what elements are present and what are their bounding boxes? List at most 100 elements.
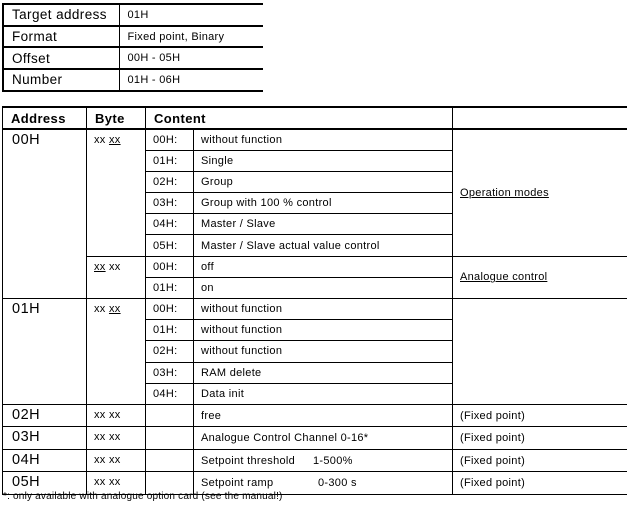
table-row: 05H xx xx Setpoint ramp 0-300 s (Fixed po… (2, 471, 627, 495)
info-value-number: 01H - 06H (118, 68, 263, 92)
byte-cell: xx xx (86, 128, 146, 257)
address-cell-05h: 05H (2, 471, 87, 495)
empty-note-cell (452, 298, 627, 405)
byte-cell: xx xx (86, 255, 146, 300)
code-cell: 05H: (145, 234, 194, 257)
content-cell: off (193, 255, 453, 278)
header-byte: Byte (86, 106, 146, 130)
byte-underline: xx (108, 303, 121, 315)
code-cell: 01H: (145, 276, 194, 300)
content-cell: without function (193, 128, 453, 151)
code-cell: 04H: (145, 213, 194, 236)
table-row: 03H: Group with 100 % control (3, 192, 627, 215)
address-cell-00h: 00H (2, 128, 87, 299)
table-row: 04H xx xx Setpoint threshold 1-500% (Fixe… (2, 448, 627, 473)
table-row: 02H xx xx free (Fixed point) (2, 403, 627, 428)
content-text: Setpoint ramp (201, 477, 274, 490)
code-cell: 02H: (145, 170, 194, 194)
content-cell: Master / Slave actual value control (193, 234, 453, 257)
content-text: Setpoint threshold (201, 454, 296, 467)
code-cell (145, 448, 194, 473)
table-row: 02H: Group (3, 170, 627, 194)
code-cell: 01H: (145, 319, 194, 342)
byte-plain: xx (94, 134, 109, 146)
header-content: Content (145, 106, 453, 130)
content-cell: on (193, 276, 453, 300)
table-row: 02H: without function (3, 340, 627, 363)
info-label-offset: Offset (2, 46, 119, 71)
info-value-format: Fixed point, Binary (118, 24, 263, 49)
byte-cell: xx xx (86, 471, 146, 495)
info-row: Target address 01H (2, 3, 263, 27)
info-value-offset: 00H - 05H (118, 46, 263, 71)
analogue-control-note: Analogue control (452, 255, 627, 300)
content-cell: Group with 100 % control (193, 192, 453, 215)
info-label-target-address: Target address (2, 3, 119, 27)
table-row: 03H xx xx Analogue Control Channel 0-16*… (2, 426, 627, 450)
content-cell: Single (193, 149, 453, 172)
info-value-target-address: 01H (118, 3, 263, 27)
info-table: Target address 01H Format Fixed point, B… (2, 3, 263, 92)
table-row: 04H: Data init (3, 382, 627, 405)
content-cell: Setpoint ramp 0-300 s (193, 471, 453, 495)
code-cell: 00H: (145, 128, 194, 151)
content-cell: free (193, 403, 453, 428)
content-cell: without function (193, 297, 453, 321)
code-cell (145, 426, 194, 450)
content-cell: without function (193, 319, 453, 342)
table-row: 00H xx xx 00H: without function Operatio… (2, 128, 627, 299)
byte-plain: xx (94, 303, 109, 315)
fixed-point-note: (Fixed point) (452, 426, 627, 450)
header-address: Address (2, 106, 87, 130)
byte-underline: xx (108, 134, 121, 146)
footnote: *: only available with analogue option c… (3, 491, 283, 502)
info-label-number: Number (2, 68, 119, 92)
operation-modes-note: Operation modes (452, 128, 627, 257)
byte-cell: xx xx (86, 298, 146, 405)
code-cell: 02H: (145, 340, 194, 363)
info-row: Format Fixed point, Binary (2, 24, 263, 49)
info-row: Offset 00H - 05H (2, 46, 263, 71)
code-cell: 01H: (145, 149, 194, 172)
content-cell: Master / Slave (193, 213, 453, 236)
byte-plain: xx (105, 260, 121, 273)
content-cell: Data init (193, 382, 453, 405)
byte-cell: xx xx (86, 448, 146, 473)
table-row: 01H xx xx 00H: without function (2, 297, 627, 405)
header-row: Address Byte Content (2, 106, 627, 130)
content-range: 1-500% (313, 454, 353, 467)
fixed-point-note: (Fixed point) (452, 448, 627, 473)
fixed-point-note: (Fixed point) (452, 403, 627, 428)
address-cell-02h: 02H (2, 403, 87, 428)
content-cell: Group (193, 170, 453, 194)
header-note (452, 106, 627, 130)
code-cell: 03H: (145, 192, 194, 215)
fixed-point-note: (Fixed point) (452, 471, 627, 495)
code-cell: 00H: (145, 255, 194, 278)
address-cell-01h: 01H (2, 298, 87, 405)
byte-cell: xx xx (86, 403, 146, 428)
content-cell: Analogue Control Channel 0-16* (193, 426, 453, 450)
address-cell-04h: 04H (2, 448, 87, 473)
byte-cell: xx xx (86, 426, 146, 450)
content-range: 0-300 s (318, 477, 357, 490)
content-cell: Setpoint threshold 1-500% (193, 448, 453, 473)
byte-underline: xx (94, 260, 106, 273)
code-cell: 04H: (145, 382, 194, 405)
note-text: Operation modes (460, 186, 549, 199)
table-row: 03H: RAM delete (3, 361, 627, 384)
info-label-format: Format (2, 24, 119, 49)
info-row: Number 01H - 06H (2, 68, 263, 92)
table-row: xx xx 00H: off Analogue control (3, 255, 627, 300)
content-cell: without function (193, 340, 453, 363)
register-table: Address Byte Content 00H xx xx 00H: with… (2, 106, 627, 495)
code-cell: 03H: (145, 361, 194, 384)
table-row: 01H: without function (3, 319, 627, 342)
code-cell (145, 403, 194, 428)
code-cell: 00H: (145, 297, 194, 321)
address-cell-03h: 03H (2, 426, 87, 450)
content-cell: RAM delete (193, 361, 453, 384)
note-text: Analogue control (460, 271, 548, 284)
table-row: 05H: Master / Slave actual value control (3, 234, 627, 257)
